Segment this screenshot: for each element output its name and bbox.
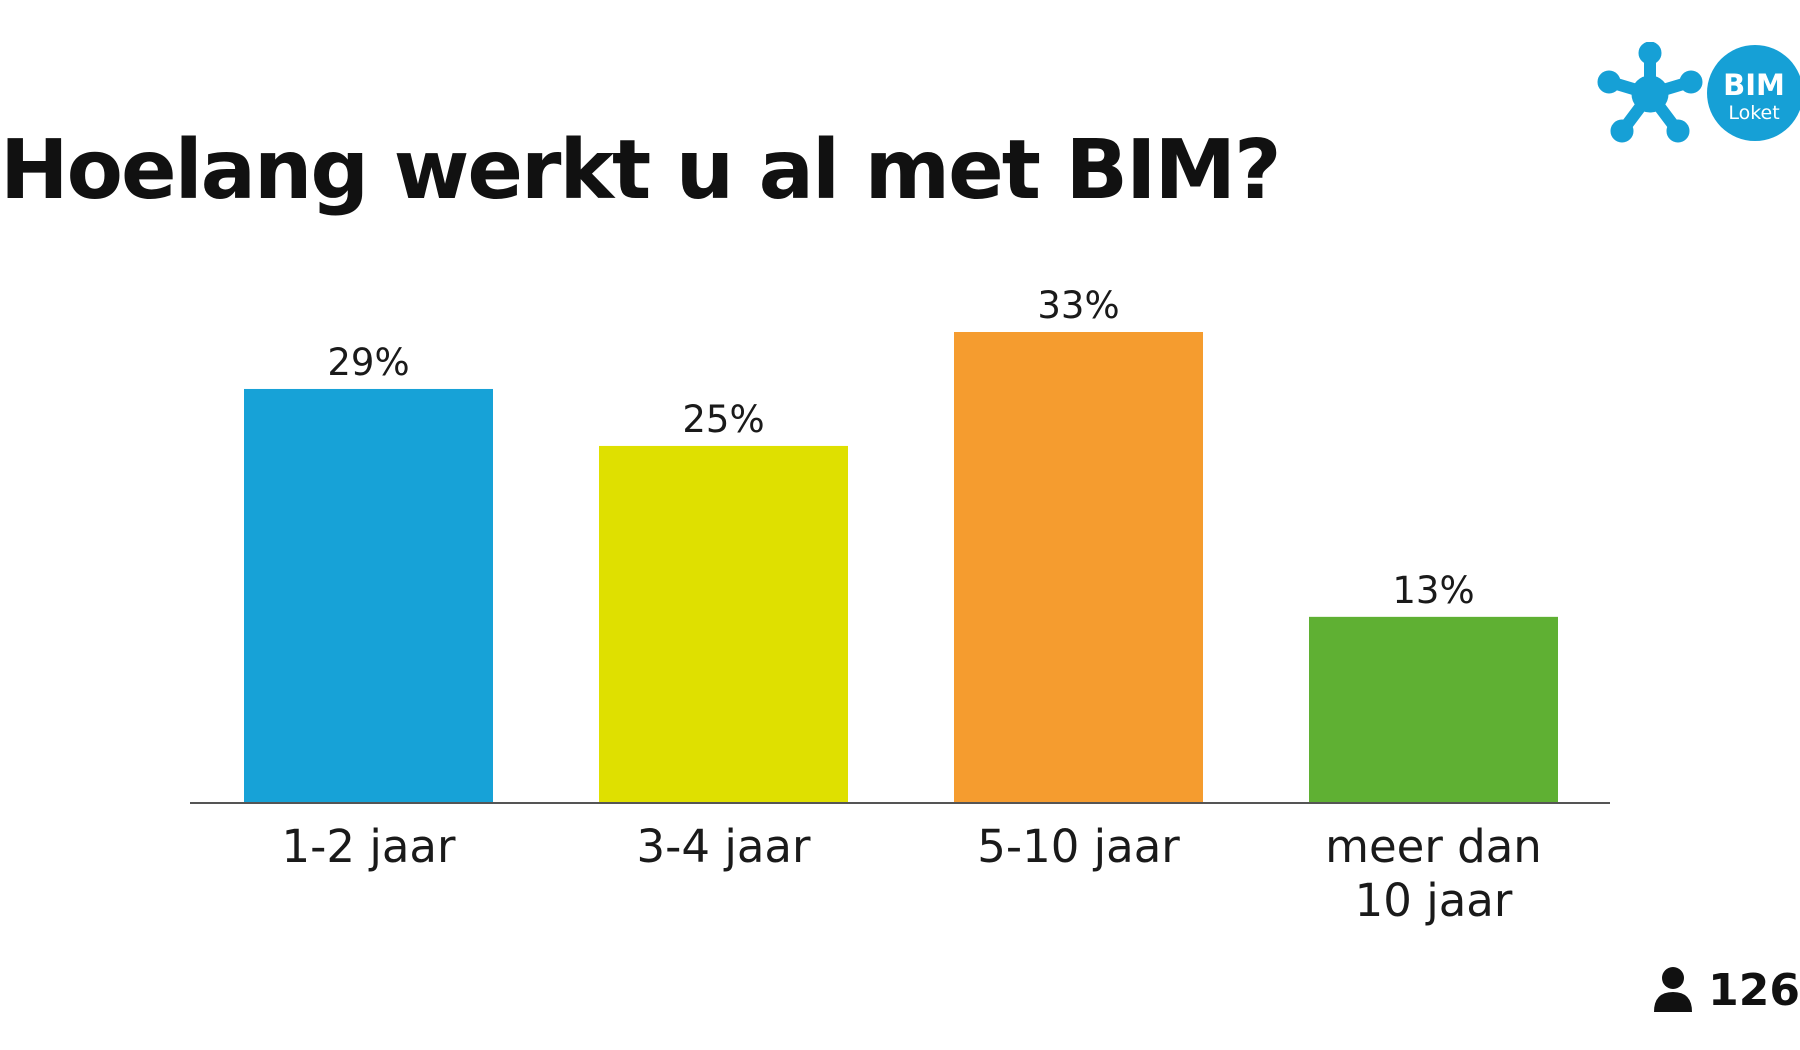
- data-label-1: 29%: [327, 341, 409, 384]
- bar-2: [599, 445, 848, 802]
- data-label-4: 13%: [1392, 569, 1474, 612]
- category-label-2-line-1: 3-4 jaar: [637, 820, 811, 873]
- category-label-4-line-2: 10 jaar: [1355, 874, 1513, 927]
- bar-4: [1309, 616, 1558, 802]
- logo-circle: [1707, 45, 1800, 141]
- category-label-1-line-1: 1-2 jaar: [282, 820, 456, 873]
- logo-text-loket: Loket: [1728, 102, 1779, 124]
- category-label-4-line-1: meer dan: [1325, 820, 1542, 873]
- category-label-3-line-1: 5-10 jaar: [977, 820, 1180, 873]
- data-label-2: 25%: [682, 398, 764, 441]
- respondent-count: 126: [1652, 964, 1800, 1016]
- bim-loket-logo: BIM Loket: [1595, 42, 1800, 152]
- molecule-icon: [1597, 42, 1703, 143]
- bar-3: [954, 332, 1203, 802]
- person-icon: [1654, 967, 1693, 1012]
- page-title: Hoelang werkt u al met BIM?: [0, 123, 1282, 218]
- logo-text-bim: BIM: [1723, 68, 1785, 102]
- data-label-3: 33%: [1037, 284, 1119, 327]
- bar-1: [244, 388, 493, 802]
- respondent-count-value: 126: [1708, 964, 1800, 1016]
